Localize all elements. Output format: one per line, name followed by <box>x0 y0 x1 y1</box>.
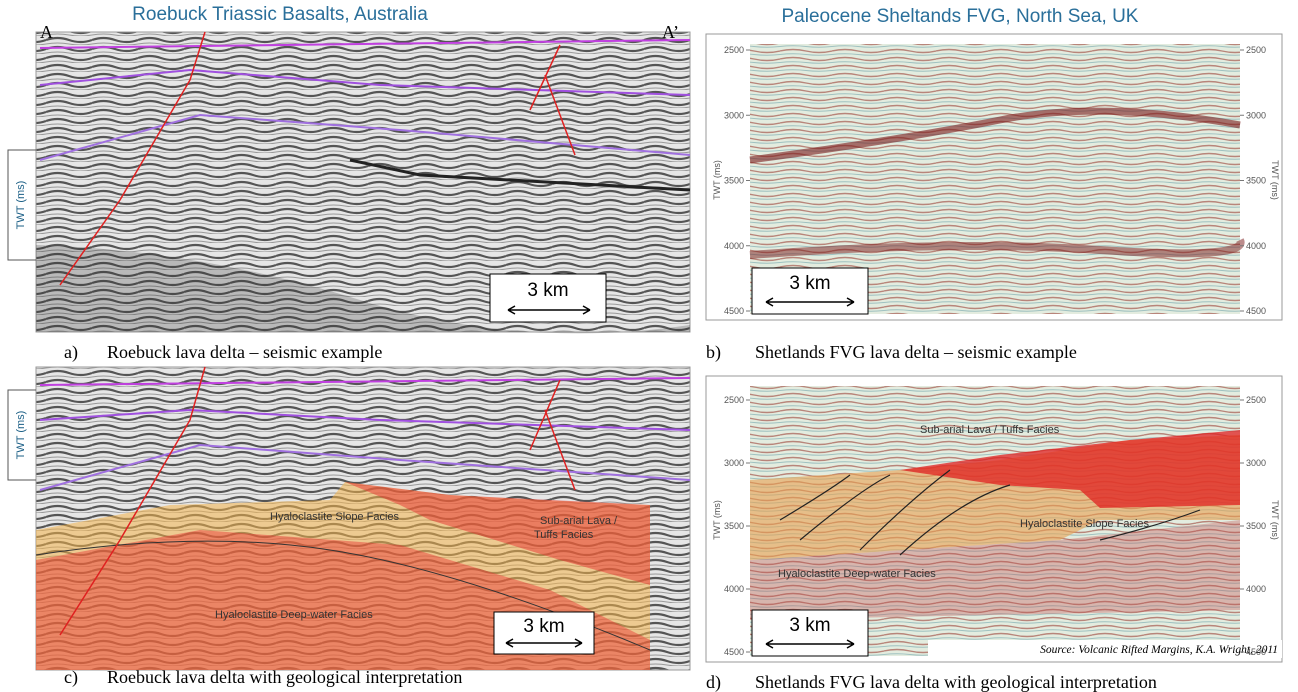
axis-label: TWT (ms) <box>712 500 722 540</box>
axis-label: TWT (ms) <box>1270 500 1280 540</box>
column-title: Roebuck Triassic Basalts, Australia <box>132 4 428 25</box>
section-label: A’ <box>662 22 679 42</box>
horizon <box>39 68 691 96</box>
horizon <box>39 443 691 491</box>
tick-label: 3000 <box>724 458 744 468</box>
reflector <box>749 107 1241 164</box>
fault <box>529 44 576 156</box>
tick-label: 4000 <box>1246 584 1266 594</box>
horizon <box>39 113 691 161</box>
horizon <box>39 408 691 431</box>
axis-label: TWT (ms) <box>1270 160 1280 200</box>
tick-label: 4000 <box>724 584 744 594</box>
tick-label: 3000 <box>1246 110 1266 120</box>
axis-bracket <box>7 389 36 481</box>
lava-facies <box>900 430 1240 508</box>
scale-label: 3 km <box>789 615 830 636</box>
horizon <box>39 377 691 386</box>
scale-label: 3 km <box>523 616 564 637</box>
caption-letter: c) <box>64 667 78 688</box>
facies-label: Hyaloclastite Slope Facies <box>270 511 400 523</box>
facies-label: Sub-arial Lava / <box>540 515 618 527</box>
facies-label: Hyaloclastite Slope Facies <box>1020 518 1150 530</box>
boundary <box>35 540 651 651</box>
tick-label: 3500 <box>1246 521 1266 531</box>
fault <box>59 31 206 286</box>
scale-arrow <box>765 639 855 649</box>
scale-box <box>493 611 595 655</box>
tick-label: 3500 <box>724 521 744 531</box>
tick-label: 4500 <box>724 647 744 657</box>
caption: Roebuck lava delta – seismic example <box>107 342 382 362</box>
caption-letter: d) <box>706 672 721 692</box>
axis-label: TWT (ms) <box>15 181 27 230</box>
caption-letter: b) <box>706 342 721 363</box>
caption: Shetlands FVG lava delta with geological… <box>755 672 1157 692</box>
caption: Roebuck lava delta with geological inter… <box>107 667 462 687</box>
tick-label: 4000 <box>724 241 744 251</box>
scale-label: 3 km <box>789 273 830 294</box>
tick-label: 4500 <box>724 306 744 316</box>
tick-label: 2500 <box>724 45 744 55</box>
tick-label: 3500 <box>724 176 744 186</box>
scale-box <box>489 273 607 323</box>
reflector <box>36 245 690 334</box>
reflector <box>349 158 691 192</box>
reflector <box>749 238 1245 259</box>
source-box <box>928 640 1282 658</box>
lava-facies <box>345 482 650 585</box>
section-label: A <box>40 22 53 42</box>
tick-label: 4500 <box>1246 647 1266 657</box>
caption: Shetlands FVG lava delta – seismic examp… <box>755 342 1077 362</box>
tick-label: 2500 <box>1246 395 1266 405</box>
tick-label: 2500 <box>1246 45 1266 55</box>
facies-label: Hyaloclastite Deep-water Facies <box>215 609 373 621</box>
tick-label: 2500 <box>724 395 744 405</box>
column-title: Paleocene Sheltands FVG, North Sea, UK <box>782 6 1139 27</box>
tick-label: 3500 <box>1246 176 1266 186</box>
tick-label: 3000 <box>724 110 744 120</box>
scale-arrow <box>507 305 591 315</box>
horizon <box>39 39 691 49</box>
scale-box <box>751 609 869 657</box>
scale-arrow <box>765 297 855 307</box>
tick-label: 4000 <box>1246 241 1266 251</box>
axis-label: TWT (ms) <box>15 411 27 460</box>
axis-label: TWT (ms) <box>712 160 722 200</box>
fault <box>59 366 576 636</box>
facies-label: Sub-arial Lava / Tuffs Facies <box>920 424 1060 436</box>
clinoform <box>779 469 1201 556</box>
scale-box <box>751 267 869 315</box>
axis-bracket <box>7 149 36 261</box>
facies-label: Tuffs Facies <box>534 529 594 541</box>
deep-water-facies <box>750 520 1240 620</box>
tick-label: 3000 <box>1246 458 1266 468</box>
scale-label: 3 km <box>527 280 568 301</box>
caption-letter: a) <box>64 342 78 363</box>
tick-label: 4500 <box>1246 306 1266 316</box>
facies-label: Hyaloclastite Deep-water Facies <box>778 568 936 580</box>
source-note: Source: Volcanic Rifted Margins, K.A. Wr… <box>1040 644 1278 656</box>
scale-arrow <box>505 638 583 648</box>
